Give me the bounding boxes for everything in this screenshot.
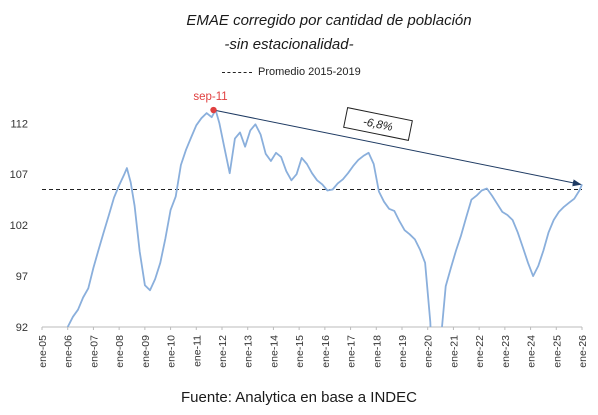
x-tick-label: ene-20 bbox=[423, 335, 435, 368]
change-annotation-label: -6,8% bbox=[362, 116, 394, 134]
source-note: Fuente: Analytica en base a INDEC bbox=[181, 389, 417, 406]
x-tick-label: ene-16 bbox=[320, 335, 332, 368]
x-tick-label: ene-12 bbox=[217, 335, 229, 368]
x-tick-label: ene-09 bbox=[140, 335, 152, 368]
peak-marker bbox=[210, 106, 217, 114]
x-tick-label: ene-14 bbox=[268, 335, 280, 368]
peak-label: sep-11 bbox=[193, 91, 227, 103]
x-tick-label: ene-26 bbox=[577, 335, 589, 368]
x-tick-label: ene-08 bbox=[114, 335, 126, 368]
x-tick-label: ene-23 bbox=[500, 335, 512, 368]
x-tick-label: ene-06 bbox=[63, 335, 75, 368]
x-tick-label: ene-10 bbox=[166, 335, 178, 368]
change-annotation-box bbox=[343, 107, 413, 141]
x-tick-label: ene-18 bbox=[371, 335, 383, 368]
legend-dashed-line-icon bbox=[222, 71, 252, 73]
chart-subtitle: -sin estacionalidad- bbox=[224, 36, 354, 53]
x-tick-label: ene-21 bbox=[448, 335, 460, 368]
emae-series-line bbox=[66, 109, 583, 327]
legend: Promedio 2015-2019 bbox=[222, 66, 361, 78]
y-tick-label: 107 bbox=[10, 169, 28, 181]
chart-title: EMAE corregido por cantidad de población bbox=[186, 12, 472, 29]
x-tick-label: ene-25 bbox=[551, 335, 563, 368]
y-tick-label: 97 bbox=[16, 271, 28, 283]
x-tick-label: ene-15 bbox=[294, 335, 306, 368]
x-tick-label: ene-05 bbox=[37, 335, 49, 368]
x-tick-label: ene-19 bbox=[397, 335, 409, 368]
x-tick-label: ene-22 bbox=[474, 335, 486, 368]
x-tick-label: ene-07 bbox=[88, 335, 100, 368]
x-tick-label: ene-17 bbox=[346, 335, 358, 368]
x-tick-label: ene-11 bbox=[191, 335, 203, 367]
x-tick-label: ene-13 bbox=[243, 335, 255, 368]
change-annotation: -6,8% bbox=[343, 107, 413, 141]
x-tick-label: ene-24 bbox=[526, 335, 538, 368]
y-tick-label: 102 bbox=[10, 220, 28, 232]
legend-label: Promedio 2015-2019 bbox=[258, 66, 361, 78]
trend-arrow bbox=[213, 109, 582, 187]
y-tick-label: 92 bbox=[16, 322, 28, 334]
y-tick-label: 112 bbox=[10, 118, 28, 130]
